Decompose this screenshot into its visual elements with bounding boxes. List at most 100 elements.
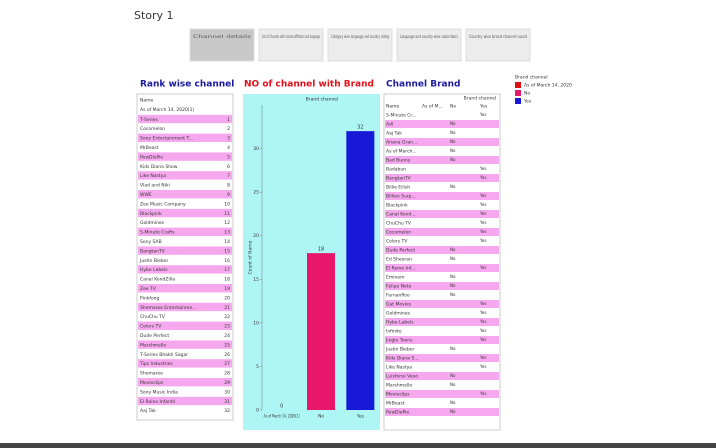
rank-value: 25 [224, 342, 230, 348]
rank-row [138, 180, 232, 189]
brand-row [385, 309, 499, 317]
brand-name: Jingle Toons [385, 338, 413, 344]
brand-row [385, 111, 499, 119]
bar-value-label: 32 [357, 125, 363, 131]
brand-row [385, 201, 499, 209]
brand-name: ChuChu TV [386, 221, 412, 227]
brand-name: Gat Movies [386, 302, 412, 308]
rank-value: 4 [227, 145, 230, 151]
rank-row [138, 312, 232, 321]
brand-name: Luisfonsi Vevo [386, 374, 418, 380]
story-tab-label[interactable]: Category wise language and country listi… [331, 34, 389, 39]
legend-swatch [515, 82, 521, 88]
rank-value: 31 [224, 399, 230, 405]
rank-row [138, 208, 232, 218]
brand-row [385, 120, 499, 128]
story-tab[interactable] [258, 28, 324, 62]
rank-name: Aaj Tak [140, 408, 156, 414]
rank-value: 14 [224, 239, 230, 245]
rank-column-header: As of March 14, 2020(1) [140, 107, 194, 113]
brand-row [385, 246, 499, 254]
rank-name: Sony Entertainment T... [140, 136, 193, 142]
rank-row [138, 378, 232, 387]
brand-row [385, 129, 499, 137]
brand-value: Yes [479, 391, 486, 396]
brand-value: Yes [479, 319, 486, 324]
rank-value: 1 [227, 117, 230, 123]
x-tick-label: Yes [356, 414, 365, 420]
rank-row [138, 274, 232, 283]
rank-name: BangtanTV [140, 248, 166, 254]
brand-value: No [450, 148, 456, 153]
brand-row [385, 372, 499, 380]
story-tab-label[interactable]: Channel details [193, 34, 251, 39]
brand-row [385, 183, 499, 191]
rank-row [138, 265, 232, 274]
brand-name: Adl [386, 122, 393, 128]
brand-name: 5-Minute Cr... [386, 113, 416, 119]
story-tab[interactable] [465, 28, 531, 62]
story-tab[interactable] [327, 28, 393, 62]
rank-row [138, 199, 232, 208]
brand-row [385, 210, 499, 218]
rank-name: Like Nastya [140, 173, 166, 179]
brand-row [385, 147, 499, 155]
rank-name: MrBeast [140, 145, 159, 151]
brand-value: No [450, 274, 456, 279]
rank-value: 5 [227, 154, 230, 160]
rank-name: Tips Industries [139, 361, 173, 367]
rank-name: Canal KondZilla [140, 277, 175, 283]
brand-name: Infinite [386, 329, 402, 335]
rank-value: 26 [224, 352, 230, 358]
y-tick-label: 30 [253, 146, 259, 152]
brand-row [385, 327, 499, 335]
brand-row [385, 345, 499, 353]
rank-row [138, 321, 232, 330]
rank-row [138, 406, 232, 415]
rank-name: Colors TV [140, 324, 162, 330]
brand-name: BangtanTV [386, 176, 412, 182]
brand-value: Yes [479, 202, 486, 207]
brand-name: Dude Perfect [386, 248, 415, 254]
brand-column-header: As of M... [422, 104, 443, 110]
brand-row [385, 390, 499, 398]
brand-row [385, 318, 499, 326]
rank-name: 5-Minute Crafts [140, 230, 175, 236]
story-tab[interactable] [189, 28, 255, 62]
story-tab[interactable] [396, 28, 462, 62]
story-tab-label[interactable]: Country wise brand channel count [469, 34, 527, 39]
brand-header: Brand channel [464, 96, 497, 102]
rank-value: 18 [224, 277, 230, 283]
rank-name: T-Series [139, 117, 158, 123]
brand-value: No [450, 283, 456, 288]
rank-name: Blackpink [140, 211, 162, 217]
rank-row [138, 331, 232, 340]
rank-row [138, 293, 232, 302]
brand-value: No [450, 292, 456, 297]
rank-name: T-Series Bhakti Sagar [139, 352, 188, 358]
bottom-bar [0, 443, 716, 448]
y-tick-label: 5 [256, 364, 259, 370]
brand-value: Yes [479, 220, 486, 225]
rank-name: Dude Perfect [140, 333, 169, 339]
brand-value: No [450, 256, 456, 261]
rank-name: Hybe Labels [140, 267, 168, 273]
brand-row [385, 255, 499, 263]
y-tick-label: 0 [256, 408, 259, 414]
rank-row [138, 152, 232, 161]
rank-row [138, 171, 232, 180]
brand-name: Fernanfloo [386, 293, 410, 299]
chart-title: NO of channel with Brand [244, 80, 374, 90]
rank-value: 30 [224, 389, 230, 395]
brand-row [385, 336, 499, 344]
rank-value: 6 [227, 164, 230, 170]
story-tab-label[interactable]: List of Channels with a brand affiliatio… [262, 34, 320, 39]
story-tab-label[interactable]: Language and country wise subscribers [400, 34, 458, 39]
rank-row [138, 124, 232, 133]
rank-name: Goldmines [140, 220, 165, 226]
brand-value: Yes [479, 301, 486, 306]
brand-name: Eminem [386, 275, 404, 281]
rank-value: 17 [224, 267, 230, 273]
brand-row [385, 363, 499, 371]
